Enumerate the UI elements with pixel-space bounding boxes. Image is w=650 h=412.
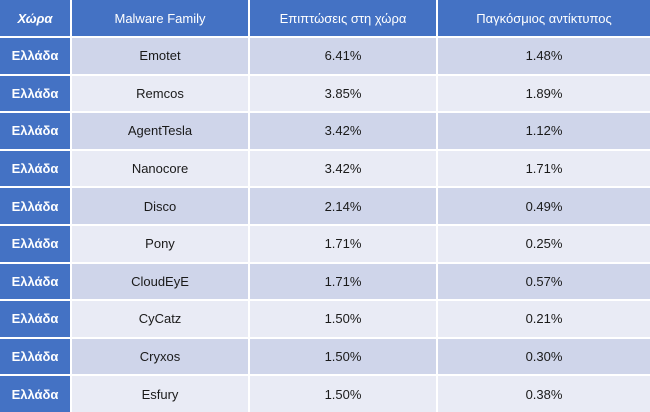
row-global-impact: 0.57% [438,261,650,300]
row-global-impact: 0.49% [438,186,650,224]
row-global-impact: 1.71% [438,148,650,187]
row-country-impact: 1.71% [250,261,438,300]
row-country-impact: 3.85% [250,73,438,112]
row-malware-family: Remcos [72,73,250,112]
row-country-impact: 1.71% [250,223,438,262]
row-global-impact: 0.38% [438,374,650,412]
row-country: Ελλάδα [0,111,72,149]
row-malware-family: Emotet [72,36,250,74]
row-country-impact: 2.14% [250,186,438,224]
row-malware-family: Cryxos [72,336,250,375]
column-header-malware-family: Malware Family [72,0,250,36]
row-country-impact: 1.50% [250,299,438,337]
row-country: Ελλάδα [0,336,72,375]
row-global-impact: 0.30% [438,336,650,375]
row-malware-family: CloudEyE [72,261,250,300]
row-malware-family: Pony [72,223,250,262]
row-global-impact: 1.89% [438,73,650,112]
row-malware-family: Esfury [72,374,250,412]
row-country-impact: 1.50% [250,374,438,412]
row-malware-family: Nanocore [72,148,250,187]
row-country: Ελλάδα [0,36,72,74]
row-country: Ελλάδα [0,374,72,412]
row-country: Ελλάδα [0,223,72,262]
row-global-impact: 1.48% [438,36,650,74]
row-country: Ελλάδα [0,73,72,112]
row-country: Ελλάδα [0,148,72,187]
row-country: Ελλάδα [0,261,72,300]
column-header-country-impact: Επιπτώσεις στη χώρα [250,0,438,36]
row-country: Ελλάδα [0,299,72,337]
row-global-impact: 0.21% [438,299,650,337]
row-malware-family: Disco [72,186,250,224]
row-country-impact: 3.42% [250,148,438,187]
row-country: Ελλάδα [0,186,72,224]
row-global-impact: 1.12% [438,111,650,149]
row-country-impact: 6.41% [250,36,438,74]
row-malware-family: AgentTesla [72,111,250,149]
row-malware-family: CyCatz [72,299,250,337]
row-country-impact: 3.42% [250,111,438,149]
column-header-global-impact: Παγκόσμιος αντίκτυπος [438,0,650,36]
column-header-country: Χώρα [0,0,72,36]
row-global-impact: 0.25% [438,223,650,262]
row-country-impact: 1.50% [250,336,438,375]
